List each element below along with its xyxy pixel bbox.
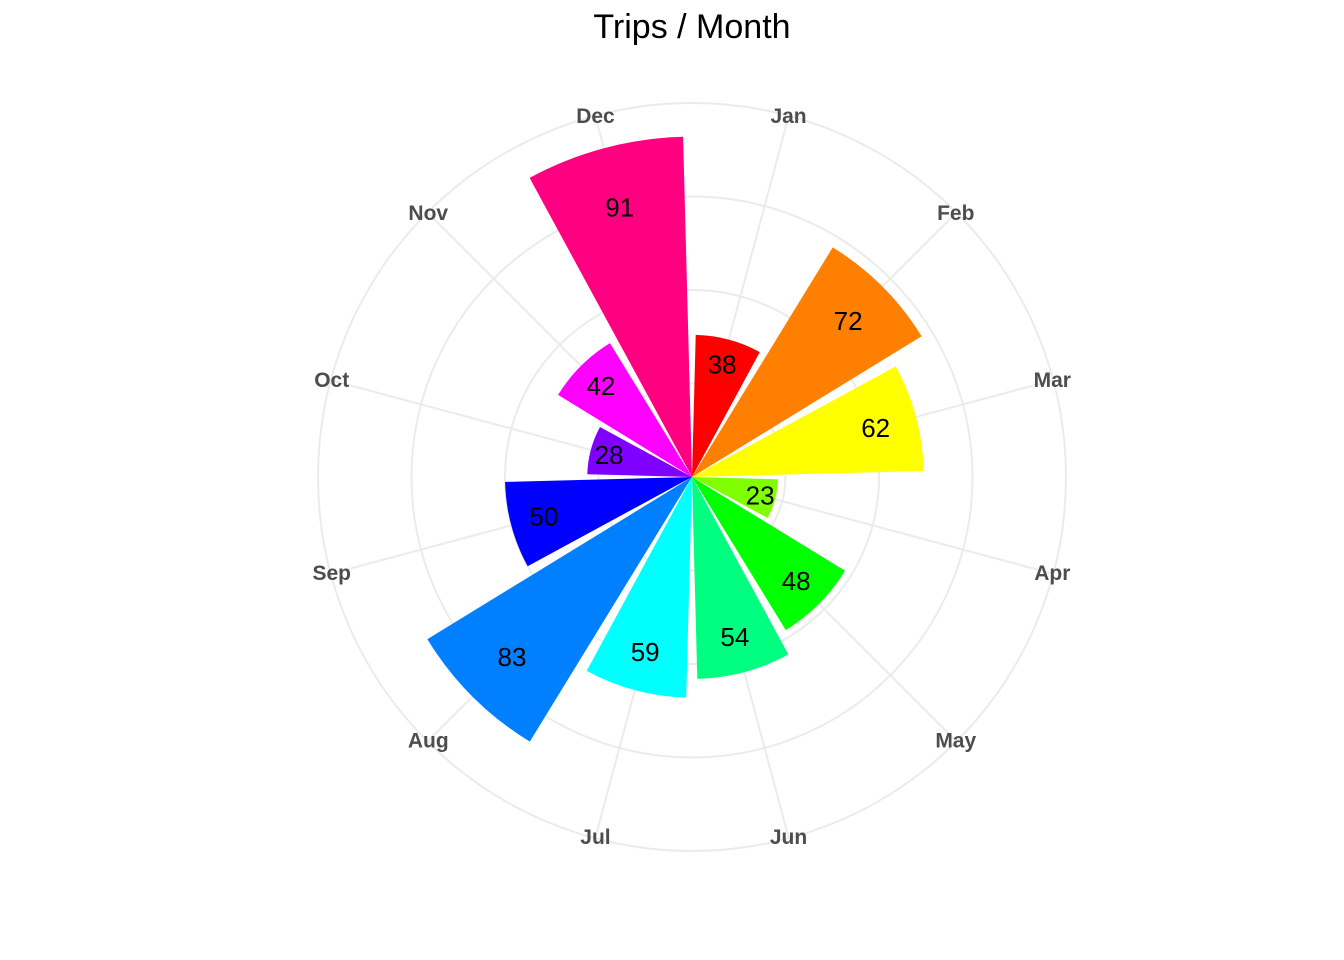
axis-tick-label-sep: Sep [312,562,351,585]
axis-tick-label-jan: Jan [770,105,806,128]
bar-aug [427,477,692,742]
data-label-sep: 50 [529,502,558,532]
bar-dec [529,136,692,477]
bar-feb [692,247,922,477]
data-label-apr: 23 [746,480,775,510]
data-label-jun: 54 [720,622,749,652]
axis-tick-label-may: May [935,729,976,752]
bar-jan [692,334,760,477]
data-label-mar: 62 [861,413,890,443]
bar-sep [505,477,692,567]
axis-tick-label-jun: Jun [770,826,807,849]
bar-may [692,477,846,631]
bar-mar [692,366,924,477]
axis-tick-label-mar: Mar [1034,369,1071,392]
axis-tick-label-aug: Aug [408,729,449,752]
bar-apr [692,477,778,519]
data-label-jul: 59 [631,637,660,667]
axis-tick-label-feb: Feb [937,202,974,225]
data-label-dec: 91 [605,192,634,222]
data-label-may: 48 [782,566,811,596]
bar-nov [558,343,692,477]
axis-tick-label-nov: Nov [408,202,448,225]
axis-tick-label-apr: Apr [1034,562,1070,585]
bar-oct [587,427,692,477]
grid-ring-4 [317,102,1067,852]
grid-ring-1 [597,382,787,572]
axis-tick-label-jul: Jul [580,826,610,849]
bar-jun [692,477,789,679]
data-label-aug: 83 [498,642,527,672]
axis-tick-label-dec: Dec [576,105,615,128]
data-label-nov: 42 [586,371,615,401]
label-layer: Jan Feb Mar Apr May Jun Jul Aug Sep Oct Nov Dec 38 72… [312,105,1071,849]
data-label-feb: 72 [834,306,863,336]
data-label-oct: 28 [595,440,624,470]
bar-layer [427,136,924,742]
axis-tick-label-oct: Oct [314,369,349,392]
grid-ring-3 [410,195,974,759]
chart-title: Trips / Month [593,8,791,46]
data-label-jan: 38 [708,349,737,379]
bar-jul [586,477,692,698]
grid-ring-2 [504,289,880,665]
